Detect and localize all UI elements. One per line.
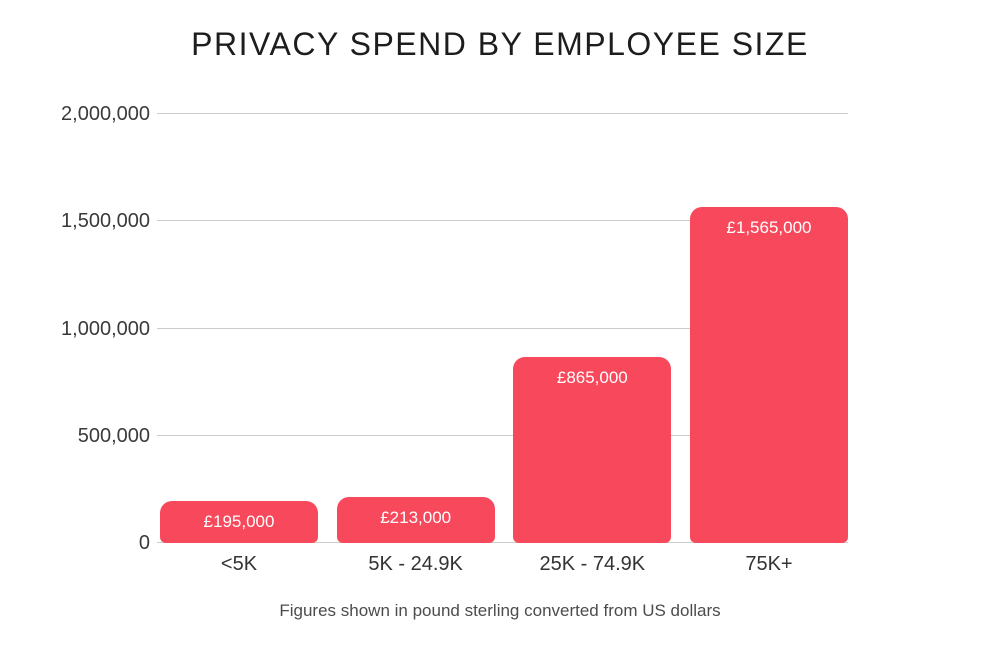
bars-row: £195,000 £213,000 £865,000 £1,565,000	[160, 114, 848, 543]
gridline	[157, 220, 848, 222]
y-tick-label: 500,000	[77, 424, 150, 447]
y-tick-label: 2,000,000	[61, 103, 150, 125]
y-tick-label: 1,500,000	[61, 210, 150, 233]
gridline	[157, 434, 848, 436]
x-tick-label: 25K - 74.9K	[539, 553, 646, 575]
y-axis: 0 500,000 1,000,000 1,500,000 2,000,000	[0, 103, 150, 554]
gridline	[157, 113, 848, 114]
bar: £195,000	[160, 501, 318, 543]
gridline	[157, 327, 848, 329]
x-tick-label: 5K - 24.9K	[368, 553, 463, 575]
plot-area: £195,000 £213,000 £865,000 £1,565,000	[157, 113, 848, 543]
chart-footnote: Figures shown in pound sterling converte…	[279, 601, 721, 620]
bar-value-label: £213,000	[380, 508, 452, 528]
bar-value-label: £865,000	[556, 368, 628, 388]
y-tick-label: 1,000,000	[61, 317, 150, 340]
gridline	[157, 542, 848, 543]
x-tick-label: 75K+	[745, 553, 793, 575]
y-tick-label: 0	[138, 532, 150, 554]
x-tick-label: <5K	[220, 553, 258, 575]
bar-value-label: £1,565,000	[726, 218, 812, 238]
chart-title: PRIVACY SPEND BY EMPLOYEE SIZE	[191, 26, 809, 62]
bar-value-label: £195,000	[203, 512, 275, 532]
bar: £1,565,000	[689, 207, 848, 543]
bar: £865,000	[513, 357, 672, 543]
bar: £213,000	[336, 497, 495, 543]
x-axis: <5K 5K - 24.9K 25K - 74.9K 75K+	[160, 553, 848, 576]
